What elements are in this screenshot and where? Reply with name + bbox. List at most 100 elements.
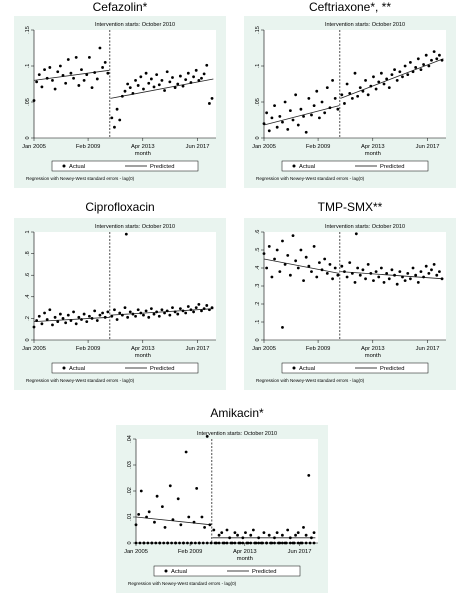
data-point <box>163 526 167 529</box>
data-point <box>170 541 174 545</box>
data-point <box>343 102 346 105</box>
data-point <box>139 75 143 79</box>
data-point <box>333 266 337 270</box>
data-point <box>273 257 276 261</box>
data-point <box>53 87 57 91</box>
data-point <box>37 73 41 77</box>
data-point <box>225 528 229 532</box>
data-point <box>364 277 367 281</box>
data-point <box>178 307 182 311</box>
plot-area <box>264 232 446 340</box>
chart-panel-amikacin: Intervention starts: October 2010 0 .01 .02… <box>116 425 328 593</box>
data-point <box>385 77 389 81</box>
data-point <box>40 322 44 326</box>
data-point <box>56 70 60 74</box>
data-point <box>205 304 209 307</box>
data-point <box>82 312 86 316</box>
data-point <box>288 541 292 545</box>
predicted-trend-line <box>340 58 444 99</box>
data-point <box>51 323 54 327</box>
data-point <box>145 515 148 519</box>
data-point <box>348 91 352 95</box>
data-point <box>237 541 241 545</box>
data-point <box>144 309 148 313</box>
data-point <box>270 116 274 120</box>
data-point <box>374 87 378 91</box>
data-point <box>353 71 357 75</box>
regression-footnote: Regression with Newey-West standard erro… <box>256 378 365 383</box>
data-point <box>369 84 373 88</box>
intervention-note: Intervention starts: October 2010 <box>95 224 175 230</box>
chart-title-ciprofloxacin: Ciprofloxacin <box>85 200 155 214</box>
predicted-trend-line <box>263 105 340 126</box>
data-point <box>200 515 204 519</box>
data-point <box>312 531 316 534</box>
data-point <box>296 531 300 534</box>
data-point <box>184 78 188 82</box>
legend-predicted-label: Predicted <box>380 366 405 372</box>
data-point <box>416 281 420 284</box>
data-point <box>292 541 296 545</box>
data-point <box>302 115 305 118</box>
data-point <box>424 53 428 57</box>
legend-actual-label: Actual <box>69 164 85 170</box>
chart-title-ceftriaxone: Ceftriaxone*, ** <box>308 0 392 14</box>
data-point <box>424 264 428 268</box>
data-point <box>134 523 138 527</box>
data-point <box>414 273 418 277</box>
chart-svg: Intervention starts: October 2010 0 .01 .02… <box>124 431 318 586</box>
data-point <box>126 315 130 319</box>
data-point <box>265 266 269 270</box>
data-point <box>317 261 321 264</box>
data-point <box>136 84 140 87</box>
data-point <box>142 541 146 545</box>
data-point <box>186 305 190 308</box>
outlier-point <box>124 232 128 236</box>
data-point <box>178 541 181 545</box>
x-tick-label: Jun 2017 <box>288 549 312 555</box>
data-point <box>80 68 83 71</box>
data-point <box>369 272 373 275</box>
data-point <box>307 97 311 100</box>
data-point <box>69 71 73 75</box>
data-point <box>149 307 153 311</box>
data-point <box>163 311 166 315</box>
data-point <box>225 541 229 545</box>
data-point <box>205 63 209 67</box>
y-tick-label: 0 <box>255 136 261 139</box>
data-point <box>340 264 344 268</box>
data-point <box>157 314 161 318</box>
data-point <box>435 57 439 61</box>
data-point <box>32 99 36 102</box>
data-point <box>152 312 156 316</box>
data-point <box>288 109 292 113</box>
data-point <box>72 310 75 314</box>
y-tick-label: 0 <box>127 541 133 544</box>
plot-area <box>34 232 216 340</box>
data-point <box>193 541 197 545</box>
y-tick-label: .3 <box>255 284 261 289</box>
x-tick-label: Feb 2009 <box>306 144 331 150</box>
legend-predicted-label: Predicted <box>252 569 277 575</box>
x-tick-label: Jun 2017 <box>416 346 440 352</box>
chart-title-tmp-smx: TMP-SMX** <box>317 200 383 214</box>
data-point <box>353 281 357 284</box>
data-point <box>48 308 52 312</box>
data-point <box>115 318 119 321</box>
data-point <box>184 311 188 315</box>
data-point <box>139 311 143 315</box>
data-point <box>270 275 274 279</box>
x-axis-label: month <box>365 151 381 157</box>
data-point <box>210 306 214 309</box>
predicted-trend-line <box>263 258 340 274</box>
x-tick-label: Apr 2013 <box>131 346 155 352</box>
data-point <box>430 268 433 272</box>
data-point <box>267 533 271 537</box>
data-point <box>262 531 266 534</box>
data-point <box>294 93 298 97</box>
data-point <box>165 309 169 313</box>
data-point <box>208 308 211 312</box>
data-point <box>379 266 383 270</box>
predicted-trend-line <box>340 271 444 280</box>
data-point <box>325 272 329 275</box>
